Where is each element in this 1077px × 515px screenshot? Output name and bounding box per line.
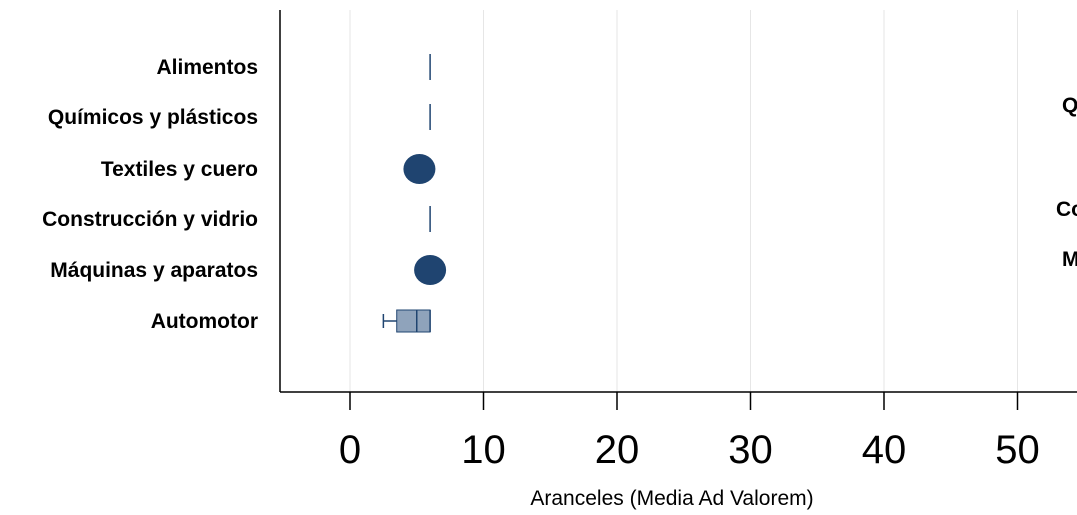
- category-label: Construcción y vidrio: [42, 208, 258, 231]
- cut-label: M: [1062, 248, 1077, 271]
- category-label: Químicos y plásticos: [48, 106, 258, 129]
- iqr-box: [396, 309, 431, 333]
- axes: 0 10 20 30 40 50 Aranceles (Media Ad Valorem): [279, 10, 1077, 510]
- cut-label: Co: [1056, 198, 1077, 221]
- x-tick-label: 10: [461, 428, 506, 472]
- outlier-dot: [403, 154, 436, 184]
- outlier-dot: [414, 255, 447, 285]
- chart-marks: [382, 54, 447, 333]
- category-label: Máquinas y aparatos: [50, 259, 258, 282]
- x-tick-label: 50: [995, 428, 1040, 472]
- x-tick-label: 0: [339, 428, 361, 472]
- x-tick-label: 20: [595, 428, 640, 472]
- category-label: Alimentos: [156, 56, 258, 79]
- grid-lines: [349, 10, 1018, 392]
- category-label: Automotor: [151, 310, 258, 333]
- labels: Alimentos Químicos y plásticos Textiles y …: [42, 56, 1077, 333]
- x-tick-label: 40: [862, 428, 907, 472]
- x-axis-title: Aranceles (Media Ad Valorem): [530, 487, 813, 510]
- x-tick-label: 30: [728, 428, 773, 472]
- category-label: Textiles y cuero: [101, 158, 258, 181]
- cut-label: Q: [1062, 94, 1077, 117]
